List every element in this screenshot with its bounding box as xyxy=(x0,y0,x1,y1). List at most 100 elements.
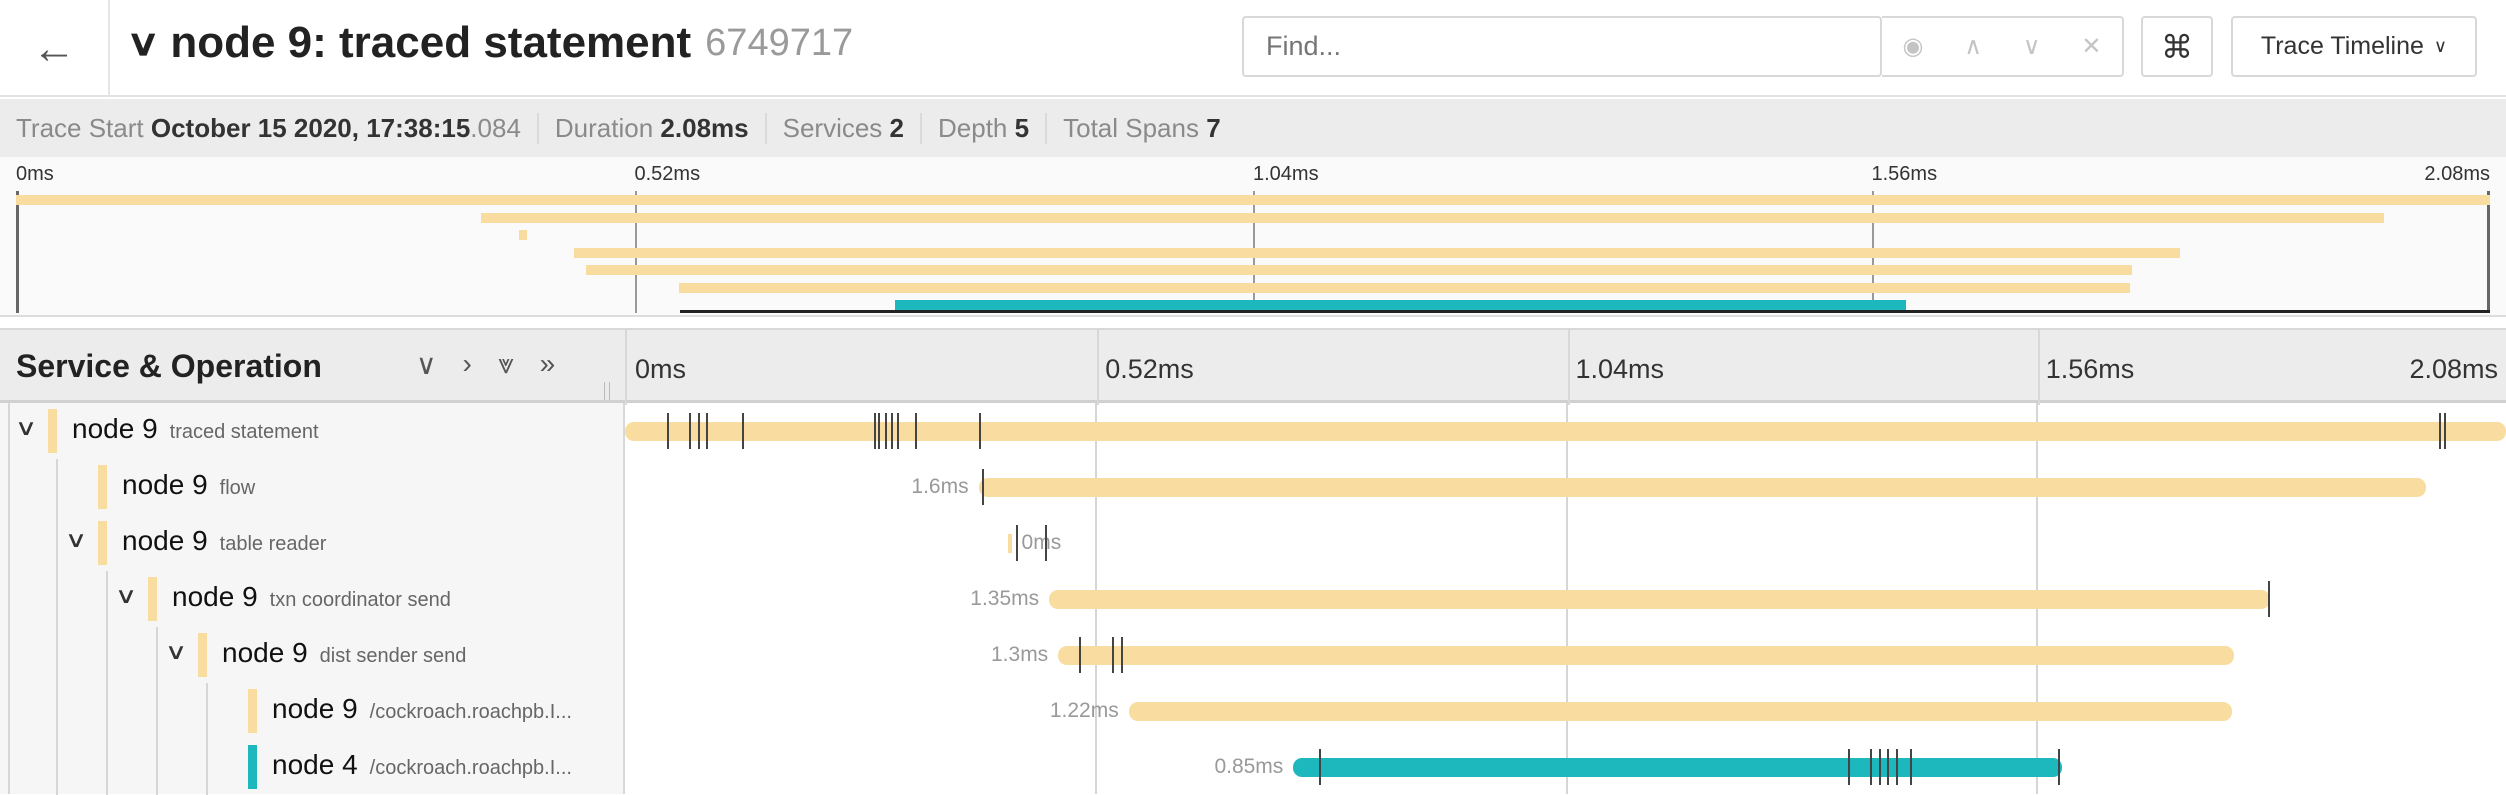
log-marker[interactable] xyxy=(978,413,981,449)
expand-one-icon[interactable]: › xyxy=(462,348,472,379)
span-bar[interactable] xyxy=(625,422,2506,441)
log-marker[interactable] xyxy=(1318,749,1321,785)
log-marker[interactable] xyxy=(915,413,918,449)
operation-name: dist sender send xyxy=(319,645,467,667)
minimap[interactable]: 0ms 0.52ms 1.04ms 1.56ms 2.08ms xyxy=(0,157,2506,317)
chevron-down-icon[interactable]: ∨ xyxy=(2022,33,2041,60)
span-row[interactable]: ∨ node 9 traced statement xyxy=(0,403,625,459)
log-marker[interactable] xyxy=(1847,749,1850,785)
log-marker[interactable] xyxy=(1120,637,1123,673)
span-bar[interactable] xyxy=(978,478,2426,497)
log-marker[interactable] xyxy=(890,413,893,449)
column-resizer[interactable] xyxy=(604,382,610,400)
view-select[interactable]: Trace Timeline ∨ xyxy=(2231,16,2477,77)
target-icon[interactable]: ◉ xyxy=(1902,33,1924,60)
timeline-tick-line xyxy=(1097,330,1100,405)
operation-name: /cockroach.roachpb.I... xyxy=(369,701,572,723)
chevron-down-icon[interactable]: ∨ xyxy=(64,527,88,552)
span-bar[interactable] xyxy=(1293,758,2062,777)
tree-guide-line xyxy=(56,739,58,795)
span-label[interactable]: node 4/cockroach.roachpb.I... xyxy=(272,749,572,781)
tree-guide-line xyxy=(206,739,208,795)
log-marker[interactable] xyxy=(741,413,744,449)
span-row[interactable]: node 4/cockroach.roachpb.I... xyxy=(0,739,625,795)
chevron-down-icon[interactable]: ∨ xyxy=(14,415,38,440)
operation-name: table reader xyxy=(219,533,327,555)
log-marker[interactable] xyxy=(897,413,900,449)
operation-name: txn coordinator send xyxy=(269,589,451,611)
chevron-down-icon: ∨ xyxy=(2433,36,2448,56)
log-marker[interactable] xyxy=(1887,749,1890,785)
span-label[interactable]: node 9/cockroach.roachpb.I... xyxy=(272,693,572,725)
timeline-header: Service & Operation ∨ › ⩔ » 0ms 0.52ms 1.0… xyxy=(0,328,2506,405)
log-marker[interactable] xyxy=(2058,749,2061,785)
log-marker[interactable] xyxy=(2268,581,2271,617)
log-marker[interactable] xyxy=(698,413,701,449)
span-bar[interactable] xyxy=(1007,534,1012,553)
log-marker[interactable] xyxy=(1112,637,1115,673)
tree-guide-line xyxy=(56,515,58,571)
log-marker[interactable] xyxy=(1870,749,1873,785)
tree-guide-line xyxy=(106,627,108,683)
chevron-down-icon: ∨ xyxy=(126,22,161,63)
log-marker[interactable] xyxy=(1879,749,1882,785)
close-icon[interactable]: ✕ xyxy=(2081,33,2102,60)
log-marker[interactable] xyxy=(706,413,709,449)
span-row[interactable]: ∨ node 9 dist sender send xyxy=(0,627,625,683)
log-marker[interactable] xyxy=(1015,525,1018,561)
span-label[interactable]: node 9 flow xyxy=(122,469,255,501)
chevron-up-icon[interactable]: ∧ xyxy=(1964,33,1982,60)
service-color-bar xyxy=(98,521,107,565)
column-title: Service & Operation xyxy=(16,348,322,384)
log-marker[interactable] xyxy=(1910,749,1913,785)
span-bar[interactable] xyxy=(1058,646,2234,665)
tree-guide-line xyxy=(56,571,58,627)
span-row[interactable]: node 9 flow xyxy=(0,459,625,515)
log-marker[interactable] xyxy=(2443,413,2446,449)
back-button[interactable]: ← xyxy=(0,0,110,97)
log-marker[interactable] xyxy=(878,413,881,449)
span-label[interactable]: node 9 table reader xyxy=(122,525,326,557)
log-marker[interactable] xyxy=(666,413,669,449)
find-input[interactable] xyxy=(1244,18,1880,75)
tree-guide-line xyxy=(56,683,58,739)
timeline-tick-line xyxy=(1567,330,1570,405)
view-select-label: Trace Timeline xyxy=(2260,32,2424,60)
expand-controls: ∨ › ⩔ » xyxy=(416,348,555,381)
collapse-one-icon[interactable]: ∨ xyxy=(416,349,437,380)
span-label[interactable]: node 9 txn coordinator send xyxy=(172,581,451,613)
chevron-down-icon[interactable]: ∨ xyxy=(114,583,138,608)
operation-name: flow xyxy=(219,477,256,499)
service-color-bar xyxy=(98,465,107,509)
trace-name: node 9: traced statement xyxy=(170,18,692,67)
log-marker[interactable] xyxy=(982,469,985,505)
service-name: node 9 xyxy=(122,469,208,500)
service-name: node 9 xyxy=(72,413,158,444)
minimap-span-bar xyxy=(894,300,1906,310)
log-marker[interactable] xyxy=(1044,525,1047,561)
span-bar[interactable] xyxy=(1049,590,2270,609)
trace-title[interactable]: ∨ node 9: traced statement 6749717 xyxy=(126,18,853,68)
log-marker[interactable] xyxy=(884,413,887,449)
duration: Duration 2.08ms xyxy=(555,112,767,144)
span-label[interactable]: node 9 traced statement xyxy=(72,413,319,445)
minimap-span-bar xyxy=(573,247,2180,258)
chevron-down-icon[interactable]: ∨ xyxy=(164,639,188,664)
log-marker[interactable] xyxy=(1895,749,1898,785)
log-marker[interactable] xyxy=(2439,413,2442,449)
tree-guide-line xyxy=(106,739,108,795)
log-marker[interactable] xyxy=(1078,637,1081,673)
span-label[interactable]: node 9 dist sender send xyxy=(222,637,466,669)
span-row[interactable]: ∨ node 9 txn coordinator send xyxy=(0,571,625,627)
span-duration-label: 1.35ms xyxy=(970,587,1040,610)
expand-all-icon[interactable]: » xyxy=(539,348,556,379)
span-row[interactable]: node 9/cockroach.roachpb.I... xyxy=(0,683,625,739)
log-marker[interactable] xyxy=(873,413,876,449)
tree-guide-line xyxy=(106,571,108,627)
service-name: node 9 xyxy=(272,693,358,724)
log-marker[interactable] xyxy=(689,413,692,449)
keyboard-shortcuts-button[interactable]: ⌘ xyxy=(2141,16,2213,77)
span-row[interactable]: ∨ node 9 table reader xyxy=(0,515,625,571)
span-bar[interactable] xyxy=(1128,702,2232,721)
collapse-all-icon[interactable]: ⩔ xyxy=(497,348,514,379)
